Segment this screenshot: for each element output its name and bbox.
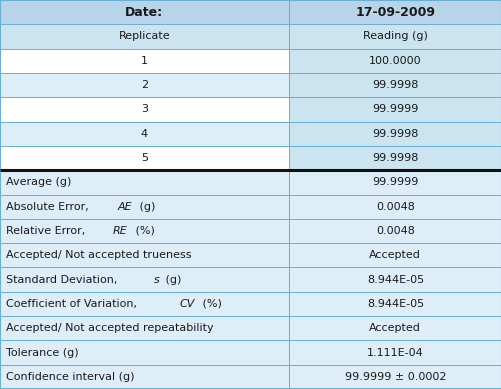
Bar [0,170,288,194]
Text: 0.0048: 0.0048 [375,202,414,212]
Text: Relative Error,: Relative Error, [6,226,89,236]
Text: CV: CV [179,299,194,309]
Text: 99.9998: 99.9998 [371,80,418,90]
Bar [0,243,288,268]
Bar [0,49,288,73]
Text: Accepted/ Not accepted repeatability: Accepted/ Not accepted repeatability [6,323,213,333]
Text: Standard Deviation,: Standard Deviation, [6,275,121,285]
Text: 1: 1 [141,56,147,66]
Bar [288,219,501,243]
Bar [0,292,288,316]
Text: Average (g): Average (g) [6,177,71,187]
Text: (%): (%) [132,226,154,236]
Text: Accepted: Accepted [369,323,420,333]
Text: 8.944E-05: 8.944E-05 [366,275,423,285]
Bar [0,268,288,292]
Bar [288,194,501,219]
Bar [288,365,501,389]
Bar [288,0,501,25]
Bar [0,121,288,146]
Text: s: s [154,275,160,285]
Bar [288,170,501,194]
Text: 3: 3 [141,104,147,114]
Text: Confidence interval (g): Confidence interval (g) [6,372,134,382]
Text: 99.9999 ± 0.0002: 99.9999 ± 0.0002 [344,372,445,382]
Bar [288,243,501,268]
Bar [0,97,288,121]
Text: 0.0048: 0.0048 [375,226,414,236]
Text: Reading (g): Reading (g) [362,32,427,42]
Text: AE: AE [117,202,132,212]
Bar [0,340,288,365]
Text: Absolute Error,: Absolute Error, [6,202,92,212]
Text: 4: 4 [140,129,148,139]
Text: 99.9999: 99.9999 [371,177,418,187]
Bar [288,316,501,340]
Bar [0,316,288,340]
Text: 2: 2 [140,80,148,90]
Bar [288,97,501,121]
Bar [0,0,288,25]
Bar [288,292,501,316]
Text: 99.9998: 99.9998 [371,153,418,163]
Bar [288,146,501,170]
Bar [0,365,288,389]
Bar [0,219,288,243]
Text: 5: 5 [141,153,147,163]
Text: Accepted: Accepted [369,250,420,260]
Text: 100.0000: 100.0000 [368,56,421,66]
Bar [0,25,288,49]
Text: (g): (g) [136,202,155,212]
Bar [0,73,288,97]
Text: 8.944E-05: 8.944E-05 [366,299,423,309]
Text: Tolerance (g): Tolerance (g) [6,347,79,357]
Text: (g): (g) [161,275,181,285]
Text: 99.9999: 99.9999 [371,104,418,114]
Text: 1.111E-04: 1.111E-04 [366,347,423,357]
Text: RE: RE [113,226,127,236]
Bar [288,121,501,146]
Text: 17-09-2009: 17-09-2009 [355,6,434,19]
Text: Replicate: Replicate [118,32,170,42]
Bar [288,268,501,292]
Bar [288,49,501,73]
Bar [288,340,501,365]
Text: Accepted/ Not accepted trueness: Accepted/ Not accepted trueness [6,250,191,260]
Bar [288,25,501,49]
Bar [0,194,288,219]
Text: 99.9998: 99.9998 [371,129,418,139]
Bar [0,146,288,170]
Bar [288,73,501,97]
Text: Date:: Date: [125,6,163,19]
Text: Coefficient of Variation,: Coefficient of Variation, [6,299,140,309]
Text: (%): (%) [199,299,222,309]
